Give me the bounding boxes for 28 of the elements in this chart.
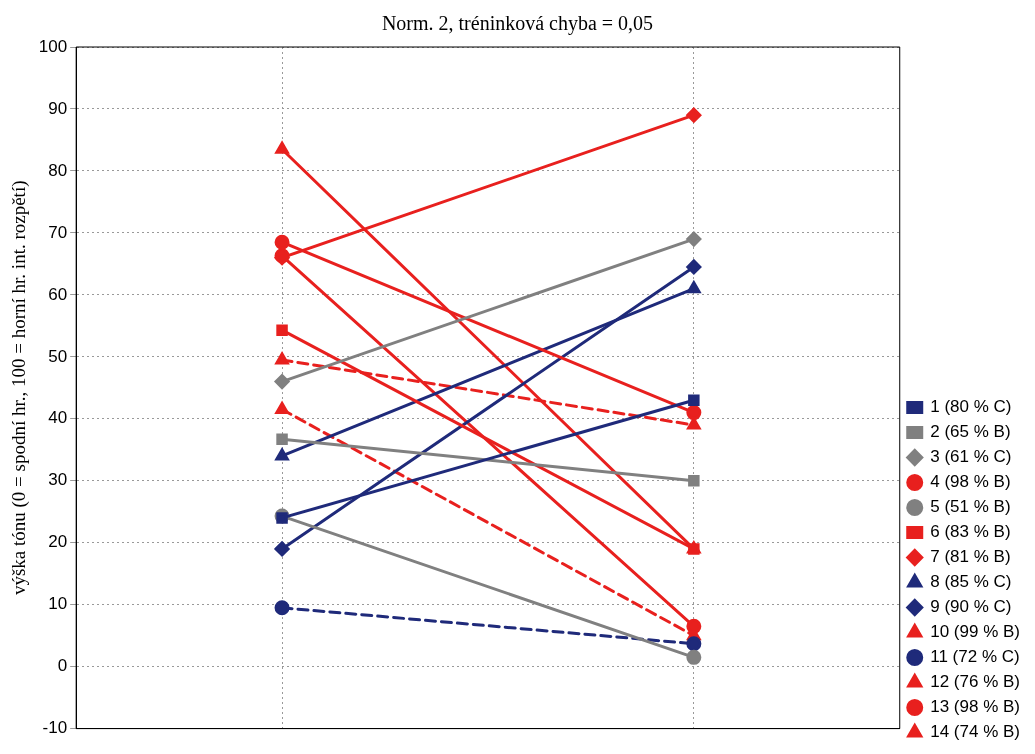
legend-label: 14 (74 % B) <box>930 722 1020 742</box>
legend-label: 8 (85 % C) <box>930 572 1012 592</box>
y-tick-label: 30 <box>48 470 68 490</box>
y-tick-label: 10 <box>48 594 68 614</box>
y-tick-label: 60 <box>48 284 68 304</box>
legend-label: 11 (72 % C) <box>930 647 1020 667</box>
legend-label: 5 (51 % B) <box>930 497 1011 517</box>
y-tick-label: 100 <box>38 36 68 56</box>
y-tick-label: 80 <box>48 160 68 180</box>
chart-title: Norm. 2, tréninková chyba = 0,05 <box>381 12 654 36</box>
legend-label: 10 (99 % B) <box>930 622 1020 642</box>
y-tick-label: 90 <box>48 98 68 118</box>
legend-label: 2 (65 % B) <box>930 422 1011 442</box>
y-tick-label: 20 <box>48 532 68 552</box>
y-tick-label: -10 <box>42 718 68 738</box>
legend-label: 6 (83 % B) <box>930 522 1011 542</box>
y-axis-title: výška tónu (0 = spodní hr., 100 = horní hr. int. rozpětí) <box>8 180 31 596</box>
y-tick-label: 40 <box>48 408 68 428</box>
legend-label: 12 (76 % B) <box>930 672 1020 692</box>
legend-label: 7 (81 % B) <box>930 547 1011 567</box>
y-tick-label: 50 <box>48 346 68 366</box>
y-tick-label: 70 <box>48 222 68 242</box>
legend-label: 3 (61 % C) <box>930 447 1012 467</box>
legend-label: 9 (90 % C) <box>930 597 1012 617</box>
y-tick-label: 0 <box>57 656 68 676</box>
legend-label: 1 (80 % C) <box>930 397 1012 417</box>
legend-label: 4 (98 % B) <box>930 472 1011 492</box>
legend-label: 13 (98 % B) <box>930 697 1020 717</box>
